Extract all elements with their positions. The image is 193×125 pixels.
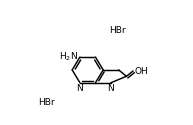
Text: N: N bbox=[108, 84, 114, 93]
Text: OH: OH bbox=[135, 66, 148, 76]
Text: HBr: HBr bbox=[109, 26, 126, 35]
Text: N: N bbox=[77, 84, 83, 93]
Text: HBr: HBr bbox=[38, 98, 55, 107]
Text: H$_2$N: H$_2$N bbox=[59, 51, 78, 63]
